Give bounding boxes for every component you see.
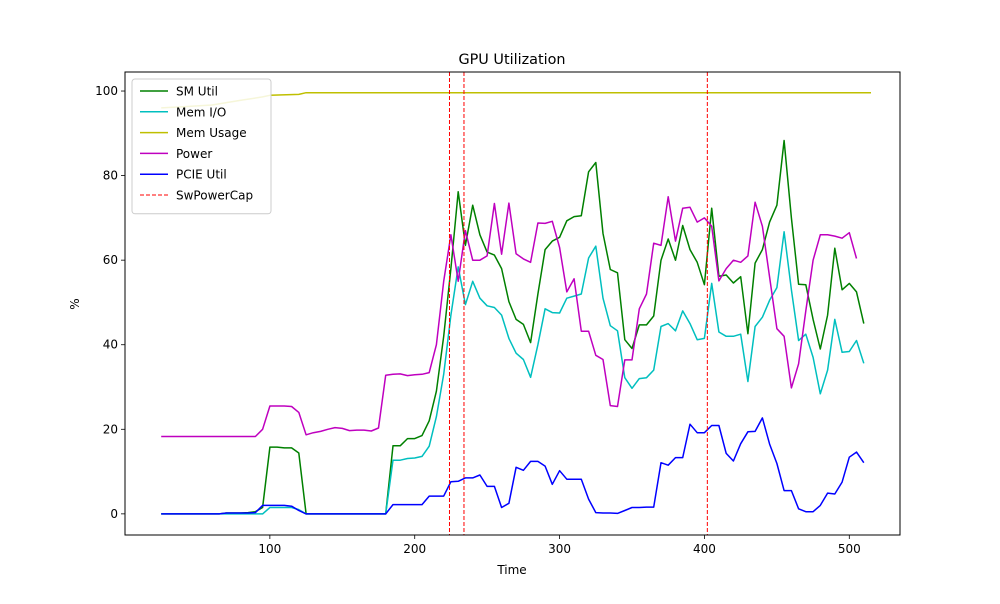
legend-label: SM Util: [176, 85, 218, 99]
legend-entry-pcie-util: PCIE Util: [140, 168, 227, 182]
tick-layer: 100 200 300 400 500 0 20 40 60 80 100: [95, 84, 861, 556]
y-tick-label: 0: [110, 507, 118, 521]
series-line-pcie-util: [161, 417, 865, 515]
legend-entry-swpowercap: SwPowerCap: [140, 189, 253, 203]
x-tick-label: 300: [548, 542, 571, 556]
legend-label: Mem Usage: [176, 126, 247, 140]
chart-title: GPU Utilization: [458, 52, 565, 68]
legend-entry-mem-usage: Mem Usage: [140, 126, 247, 140]
legend-label: Power: [176, 147, 212, 161]
series-line-mem-i-o: [161, 231, 865, 515]
x-tick-label: 100: [258, 542, 281, 556]
legend: SM Util Mem I/O Mem Usage Power PCIE Util SwP…: [131, 78, 272, 215]
y-tick-label: 20: [103, 422, 118, 436]
legend-box: [131, 78, 272, 215]
x-tick-label: 200: [403, 542, 426, 556]
legend-entry-power: Power: [140, 147, 212, 161]
y-tick-label: 100: [95, 84, 118, 98]
series-line-sm-util: [161, 139, 865, 515]
legend-entry-sm-util: SM Util: [140, 85, 218, 99]
y-tick-label: 60: [103, 253, 118, 267]
y-axis-label: %: [68, 298, 82, 309]
x-axis-label: Time: [496, 563, 526, 577]
x-tick-label: 400: [693, 542, 716, 556]
plot-frame: [124, 71, 901, 536]
legend-label: Mem I/O: [176, 105, 226, 119]
series-line-power: [161, 195, 858, 438]
y-tick-label: 80: [103, 169, 118, 183]
y-tick-label: 40: [103, 338, 118, 352]
x-tick-label: 500: [838, 542, 861, 556]
legend-label: PCIE Util: [176, 168, 227, 182]
legend-label: SwPowerCap: [176, 189, 253, 203]
legend-entry-mem-i-o: Mem I/O: [140, 105, 226, 119]
